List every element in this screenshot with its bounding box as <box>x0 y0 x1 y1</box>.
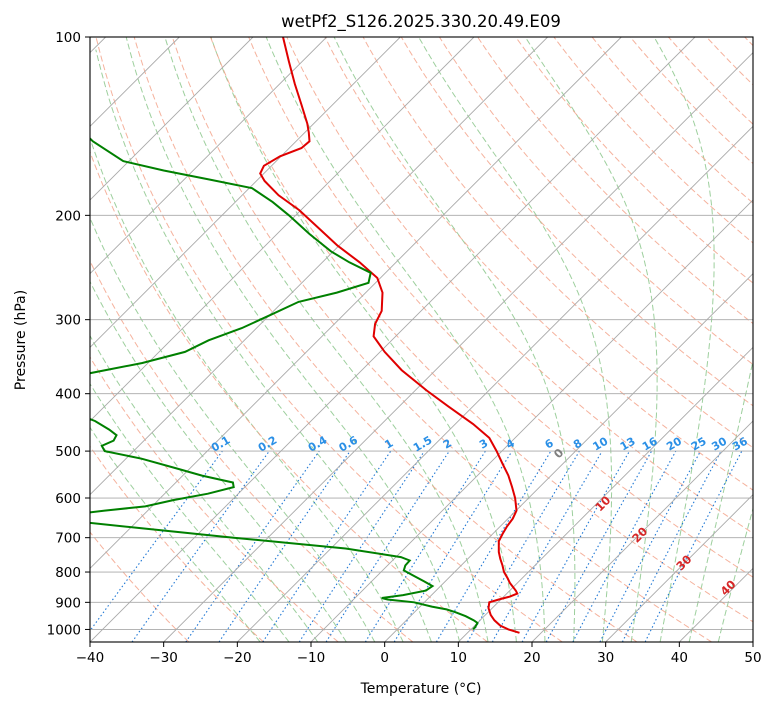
mixing-ratio-line <box>436 451 551 642</box>
x-tick-label: 40 <box>671 650 688 666</box>
isotherm-line <box>532 37 775 642</box>
y-tick-label: 300 <box>55 313 81 329</box>
y-tick-label: 500 <box>55 444 81 460</box>
y-tick-label: 200 <box>55 208 81 224</box>
x-tick-label: 10 <box>450 650 467 666</box>
dry-adiabat-line <box>745 37 775 642</box>
x-tick-label: −40 <box>76 650 105 666</box>
x-tick-label: 0 <box>380 650 389 666</box>
moist-adiabat-label: 40 <box>717 577 738 598</box>
x-axis-label: Temperature (°C) <box>360 681 482 697</box>
mixing-ratio-line <box>82 451 223 642</box>
mixing-ratio-line <box>573 451 676 642</box>
isotherm-line <box>0 37 548 642</box>
moist-adiabat-label: 10 <box>592 493 613 514</box>
y-tick-label: 800 <box>55 565 81 581</box>
plot-area: 0.10.20.40.611.52346810131620253036-100-… <box>0 37 775 642</box>
mixing-ratio-label: 3 <box>477 437 490 452</box>
isobar-gridlines <box>90 37 753 629</box>
mixing-ratio-line <box>326 451 449 642</box>
y-tick-label: 900 <box>55 595 81 611</box>
x-tick-label: 30 <box>597 650 614 666</box>
x-tick-label: −10 <box>297 650 326 666</box>
dry-adiabat-line <box>58 37 488 642</box>
x-tick-label: −30 <box>149 650 178 666</box>
isotherm-line <box>90 37 695 642</box>
isotherm-line <box>458 37 775 642</box>
y-tick-label: 600 <box>55 491 81 507</box>
chart-title: wetPf2_S126.2025.330.20.49.E09 <box>281 12 561 32</box>
isotherm-line <box>0 37 474 642</box>
moist-adiabat-line <box>718 37 775 642</box>
y-axis-label: Pressure (hPa) <box>13 290 29 390</box>
isotherm-line <box>0 37 327 642</box>
moist-adiabat-line <box>419 37 612 642</box>
mixing-ratio-lines <box>82 451 742 642</box>
x-tick-label: 50 <box>744 650 761 666</box>
moist-adiabat-line <box>654 37 714 642</box>
dry-adiabat-line <box>592 37 775 642</box>
y-tick-label: 1000 <box>47 622 81 638</box>
x-tick-label: 20 <box>523 650 540 666</box>
moist-adiabat-label: 30 <box>673 552 694 573</box>
moist-adiabat-line <box>0 158 289 642</box>
dry-adiabat-line <box>668 37 775 642</box>
moist-adiabat-line <box>689 37 775 642</box>
mixing-ratio-label: 2 <box>441 437 454 452</box>
dry-adiabat-line <box>707 37 775 642</box>
dry-adiabat-line <box>20 37 413 642</box>
isotherm-line <box>311 37 775 642</box>
isotherm-line <box>753 37 775 642</box>
mixing-ratio-label: 4 <box>504 436 517 451</box>
moist-adiabat-line <box>72 73 404 642</box>
isotherm-line <box>679 37 775 642</box>
isotherm-line <box>0 37 400 642</box>
line-labels: 0.10.20.40.611.52346810131620253036-100-… <box>209 76 775 598</box>
x-tick-label: −20 <box>223 650 252 666</box>
dry-adiabat-line <box>0 37 338 642</box>
y-tick-label: 100 <box>55 30 81 46</box>
moist-adiabat-line <box>525 37 657 642</box>
isotherm-line <box>237 37 775 642</box>
dry-adiabat-line <box>478 37 775 642</box>
dry-adiabat-line <box>0 37 264 642</box>
y-tick-label: 700 <box>55 531 81 547</box>
mixing-ratio-line <box>600 451 701 642</box>
isotherm-line <box>16 37 621 642</box>
moist-adiabats <box>0 37 775 642</box>
y-tick-label: 400 <box>55 387 81 403</box>
isotherm-line <box>164 37 769 642</box>
moist-adiabat-line <box>29 114 346 642</box>
